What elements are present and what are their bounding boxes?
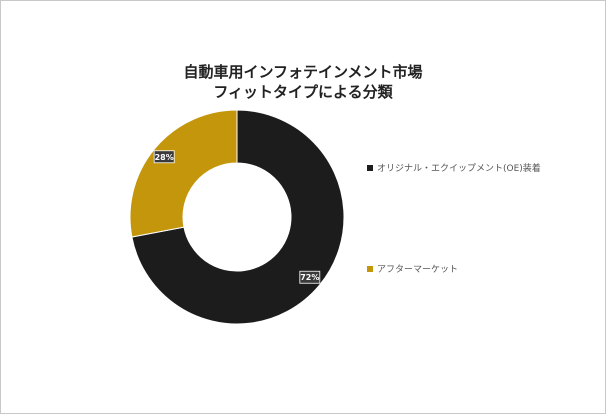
donut-slice-oe — [131, 109, 345, 325]
donut-slice-aftermarket — [129, 109, 238, 238]
data-label-text-oe: 72% — [300, 273, 319, 282]
chart-title-line-2: フィットタイプによる分類 — [213, 83, 393, 101]
data-label-aftermarket: 28% — [153, 150, 175, 164]
data-label-text-aftermarket: 28% — [155, 153, 174, 162]
legend-swatch-aftermarket — [367, 265, 373, 272]
chart-title-line-1: 自動車用インフォテインメント市場 — [183, 63, 423, 81]
data-label-bg-oe — [299, 270, 321, 284]
data-label-bg-aftermarket — [153, 150, 175, 164]
legend-item-oe: オリジナル・エクイップメント(OE)装着 — [367, 161, 541, 174]
legend-label-aftermarket: アフターマーケット — [377, 265, 459, 275]
legend-item-aftermarket: アフターマーケット — [367, 262, 458, 275]
data-label-oe: 72% — [299, 270, 321, 284]
legend-label-oe: オリジナル・エクイップメント(OE)装着 — [377, 164, 541, 174]
legend-swatch-oe — [367, 164, 373, 171]
